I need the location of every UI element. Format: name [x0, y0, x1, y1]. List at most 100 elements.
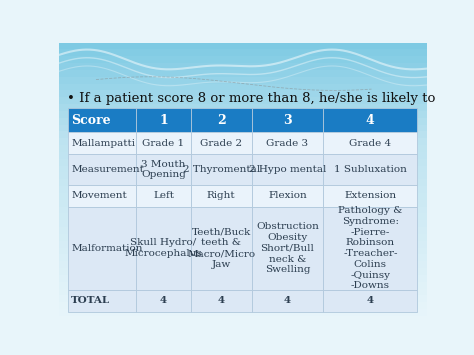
- Bar: [59, 248, 427, 255]
- Bar: [59, 131, 427, 138]
- Bar: [191, 108, 252, 132]
- Bar: [323, 207, 418, 290]
- Bar: [59, 104, 427, 111]
- Bar: [59, 207, 427, 213]
- Bar: [191, 132, 252, 154]
- Text: Grade 1: Grade 1: [143, 139, 184, 148]
- Bar: [191, 185, 252, 207]
- Bar: [68, 154, 137, 185]
- Text: 1 Subluxation: 1 Subluxation: [334, 165, 407, 174]
- Bar: [137, 132, 191, 154]
- Bar: [323, 108, 418, 132]
- Bar: [68, 290, 137, 312]
- Text: Left: Left: [153, 191, 174, 200]
- Text: Grade 4: Grade 4: [349, 139, 392, 148]
- Bar: [68, 108, 137, 132]
- Bar: [59, 282, 427, 289]
- Text: Grade 3: Grade 3: [266, 139, 309, 148]
- Text: Right: Right: [207, 191, 236, 200]
- Text: 1: 1: [159, 114, 168, 127]
- Text: Pathology &
Syndrome:
-Pierre-
Robinson
-Treacher-
Colins
-Quinsy
-Downs: Pathology & Syndrome: -Pierre- Robinson …: [338, 206, 402, 290]
- Bar: [59, 70, 427, 77]
- Bar: [59, 261, 427, 268]
- Bar: [59, 63, 427, 70]
- Bar: [68, 185, 137, 207]
- Bar: [252, 207, 323, 290]
- Text: Score: Score: [72, 114, 111, 127]
- Bar: [323, 154, 418, 185]
- Bar: [252, 108, 323, 132]
- Bar: [323, 290, 418, 312]
- Bar: [59, 268, 427, 275]
- Bar: [59, 186, 427, 193]
- Bar: [59, 165, 427, 173]
- Bar: [137, 108, 191, 132]
- Text: Flexion: Flexion: [268, 191, 307, 200]
- Text: Skull Hydro/
Microcephalus: Skull Hydro/ Microcephalus: [125, 239, 202, 258]
- Bar: [59, 152, 427, 159]
- Bar: [59, 295, 427, 302]
- Bar: [59, 220, 427, 227]
- Text: 4: 4: [160, 296, 167, 305]
- Bar: [191, 154, 252, 185]
- Text: 2 Thyromental: 2 Thyromental: [182, 165, 260, 174]
- Text: Teeth/Buck
teeth &
Macro/Micro
Jaw: Teeth/Buck teeth & Macro/Micro Jaw: [187, 228, 255, 269]
- Text: 4: 4: [218, 296, 225, 305]
- Bar: [252, 185, 323, 207]
- Bar: [59, 43, 427, 49]
- Bar: [59, 97, 427, 104]
- Bar: [59, 200, 427, 207]
- Text: Obstruction
Obesity
Short/Bull
neck &
Swelling: Obstruction Obesity Short/Bull neck & Sw…: [256, 222, 319, 274]
- Text: Grade 2: Grade 2: [200, 139, 242, 148]
- Bar: [59, 289, 427, 295]
- Text: Malformation: Malformation: [72, 244, 143, 253]
- Bar: [59, 125, 427, 131]
- Text: 2 Hypo mental: 2 Hypo mental: [249, 165, 326, 174]
- Bar: [59, 193, 427, 200]
- Bar: [59, 309, 427, 316]
- Bar: [59, 91, 427, 97]
- Text: Mallampatti: Mallampatti: [72, 139, 136, 148]
- Bar: [59, 179, 427, 186]
- Text: 3 Mouth
Opening: 3 Mouth Opening: [141, 160, 186, 179]
- Text: TOTAL: TOTAL: [72, 296, 110, 305]
- Text: • If a patient score 8 or more than 8, he/she is likely to: • If a patient score 8 or more than 8, h…: [66, 92, 435, 105]
- Bar: [68, 207, 137, 290]
- Text: Movement: Movement: [72, 191, 127, 200]
- Bar: [137, 185, 191, 207]
- Bar: [252, 290, 323, 312]
- Text: 4: 4: [366, 114, 374, 127]
- Bar: [59, 77, 427, 84]
- Text: 4: 4: [367, 296, 374, 305]
- Bar: [59, 84, 427, 91]
- Bar: [191, 290, 252, 312]
- Bar: [59, 145, 427, 152]
- Bar: [59, 56, 427, 63]
- Bar: [59, 227, 427, 234]
- Text: 4: 4: [284, 296, 291, 305]
- Bar: [323, 185, 418, 207]
- Text: Extension: Extension: [344, 191, 396, 200]
- Text: Measurement: Measurement: [72, 165, 144, 174]
- Text: 2: 2: [217, 114, 226, 127]
- Bar: [59, 173, 427, 179]
- Bar: [137, 290, 191, 312]
- Text: 3: 3: [283, 114, 292, 127]
- Bar: [59, 213, 427, 220]
- Bar: [59, 159, 427, 165]
- Bar: [59, 138, 427, 145]
- Bar: [59, 118, 427, 125]
- Bar: [323, 132, 418, 154]
- Bar: [252, 132, 323, 154]
- Bar: [59, 255, 427, 261]
- Bar: [59, 111, 427, 118]
- Bar: [137, 207, 191, 290]
- Bar: [59, 241, 427, 248]
- Bar: [59, 49, 427, 56]
- Bar: [68, 132, 137, 154]
- Bar: [137, 154, 191, 185]
- Bar: [191, 207, 252, 290]
- Bar: [59, 302, 427, 309]
- Bar: [59, 275, 427, 282]
- Bar: [59, 234, 427, 241]
